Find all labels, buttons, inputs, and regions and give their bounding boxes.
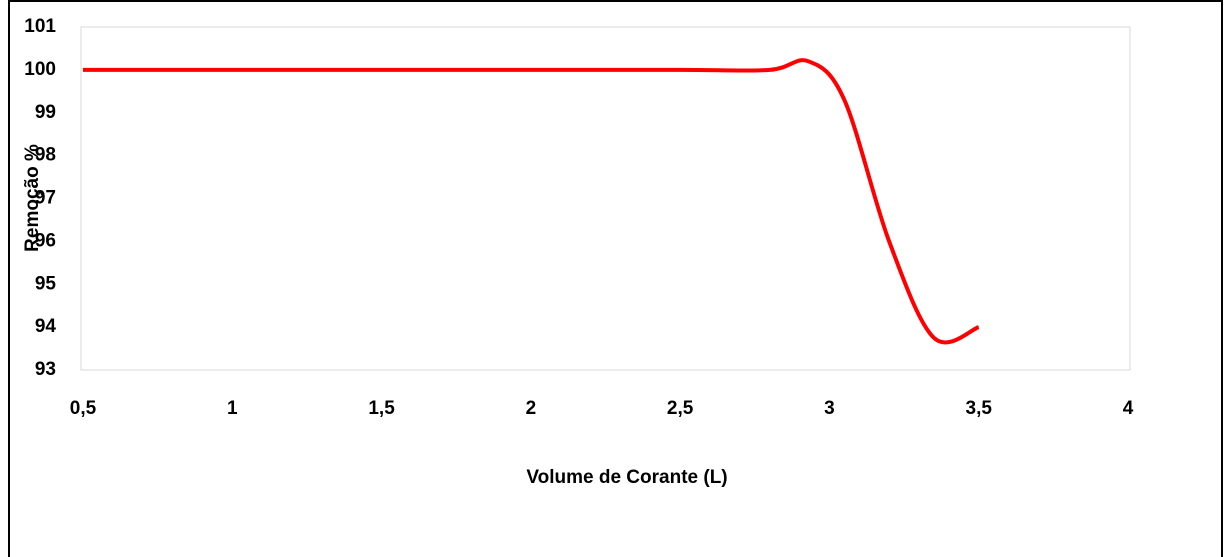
y-tick-label: 101 xyxy=(24,16,56,37)
y-tick-label: 93 xyxy=(35,359,56,380)
y-tick-label: 100 xyxy=(24,59,56,80)
y-tick-label: 94 xyxy=(35,316,57,337)
x-tick-label: 3,5 xyxy=(966,398,993,419)
x-tick-label: 2,5 xyxy=(667,398,694,419)
x-tick-label: 1,5 xyxy=(368,398,395,419)
frame xyxy=(8,0,1223,557)
x-tick-label: 2 xyxy=(526,398,537,419)
x-tick-label: 1 xyxy=(227,398,238,419)
x-axis-label: Volume de Corante (L) xyxy=(526,467,727,488)
y-tick-label: 99 xyxy=(35,102,56,123)
plot-area xyxy=(80,26,1131,371)
x-tick-label: 0,5 xyxy=(70,398,97,419)
x-tick-label: 3 xyxy=(824,398,835,419)
y-tick-label: 98 xyxy=(35,145,56,166)
y-tick-label: 96 xyxy=(35,230,56,251)
data-line xyxy=(82,58,980,345)
y-axis-label: Remoção % xyxy=(22,144,43,252)
y-tick-label: 97 xyxy=(35,188,56,209)
y-tick-label: 95 xyxy=(35,273,57,294)
x-tick-label: 4 xyxy=(1123,398,1134,419)
